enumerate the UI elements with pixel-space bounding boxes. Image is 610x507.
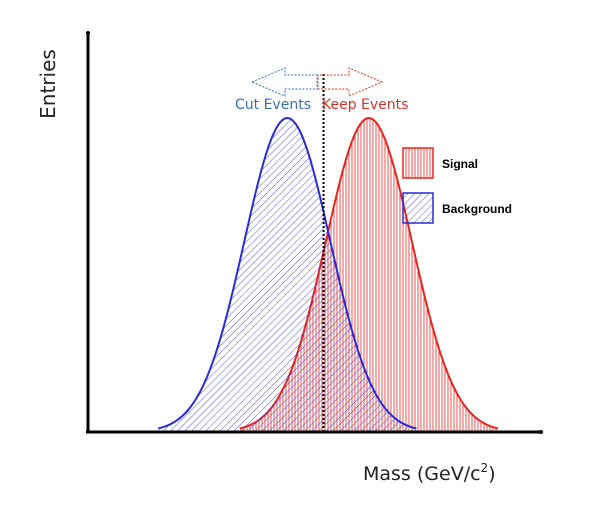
y-axis-label: Entries xyxy=(36,49,60,119)
keep-events-label: Keep Events xyxy=(322,97,408,113)
legend-label-signal: Signal xyxy=(442,157,478,171)
curves-group xyxy=(157,116,499,432)
y-axis-end-dot xyxy=(86,31,90,35)
keep-arrow xyxy=(317,67,384,97)
legend-swatch-background xyxy=(402,192,434,224)
legend: Signal Background xyxy=(402,147,512,224)
x-axis-label: Mass (GeV/c2) xyxy=(363,461,496,485)
series-area-background xyxy=(158,118,417,432)
x-axis-label-superscript: 2 xyxy=(481,461,489,475)
legend-label-background: Background xyxy=(442,202,512,216)
x-axis-label-main: Mass (GeV/c xyxy=(363,463,481,485)
legend-swatch-signal xyxy=(402,147,434,179)
cut-arrow xyxy=(250,67,318,97)
x-axis-end-dot xyxy=(539,430,543,434)
series-line-background xyxy=(157,116,417,430)
x-axis-label-suffix: ) xyxy=(488,463,495,485)
cut-events-label: Cut Events xyxy=(235,97,311,113)
